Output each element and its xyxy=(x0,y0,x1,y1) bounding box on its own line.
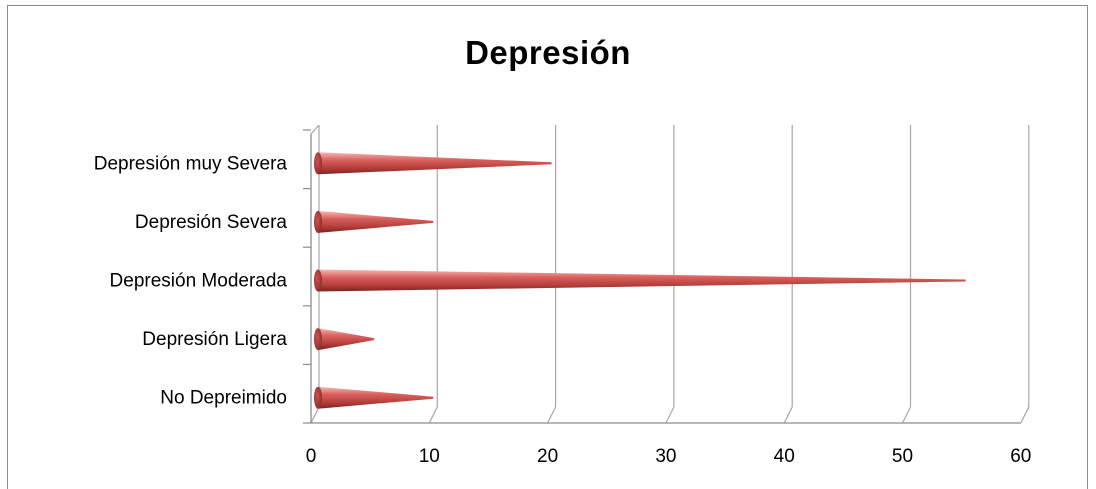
cone-base xyxy=(314,210,322,233)
bar-depresión-ligera xyxy=(314,328,375,351)
cone-body xyxy=(318,386,434,409)
cone-body xyxy=(318,152,552,175)
chart-title: Depresión xyxy=(465,34,631,71)
floor-line-50 xyxy=(901,406,912,424)
x-tick-label-0: 0 xyxy=(306,446,317,467)
x-tick-label-50: 50 xyxy=(892,446,913,467)
labels: 0 10 20 30 40 50 60 No Depreimido Depresión Lige… xyxy=(94,153,1032,467)
cone-body xyxy=(318,269,966,292)
x-tick-label-60: 60 xyxy=(1010,446,1031,467)
bar-depresión-muy-severa xyxy=(314,152,552,175)
grid-lines xyxy=(310,125,1030,424)
side-wall-top xyxy=(310,124,320,135)
cone-base xyxy=(314,386,322,409)
cone-body xyxy=(318,210,434,233)
category-label: No Depreimido xyxy=(160,388,287,409)
category-label: Depresión Ligera xyxy=(142,329,287,350)
floor-line-40 xyxy=(783,406,793,424)
x-tick-label-20: 20 xyxy=(537,446,558,467)
category-label: Depresión Moderada xyxy=(110,271,288,292)
cone-body xyxy=(318,328,375,351)
x-tick-label-10: 10 xyxy=(419,446,440,467)
x-tick-label-40: 40 xyxy=(774,446,795,467)
category-label: Depresión Severa xyxy=(135,212,288,233)
x-tick-label-30: 30 xyxy=(655,446,676,467)
category-label: Depresión muy Severa xyxy=(94,153,288,174)
floor-line-30 xyxy=(665,406,675,424)
bar-depresión-severa xyxy=(314,210,434,233)
cone-base xyxy=(314,328,322,351)
cone-base xyxy=(314,152,322,175)
floor-line-20 xyxy=(547,406,557,424)
floor-line-10 xyxy=(428,406,438,424)
bar-depresión-moderada xyxy=(314,269,966,292)
bars xyxy=(314,152,966,409)
floor-line-60 xyxy=(1020,406,1030,424)
bar-no-depreimido xyxy=(314,386,434,409)
cone-base xyxy=(314,269,322,292)
chart-frame xyxy=(7,5,1088,489)
axes xyxy=(303,124,1021,424)
floor-line-0 xyxy=(310,406,320,424)
